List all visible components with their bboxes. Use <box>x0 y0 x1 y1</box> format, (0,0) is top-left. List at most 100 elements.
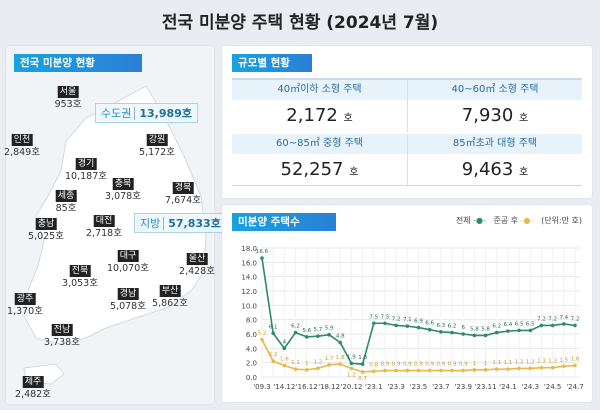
x-tick-label: '18.12 <box>318 383 340 391</box>
data-label: 6.2 <box>492 324 501 330</box>
data-label: 0.9 <box>414 362 423 368</box>
y-tick-label: 14.0 <box>241 274 257 282</box>
size-label: 85㎡초과 대형 주택 <box>407 134 582 154</box>
y-tick-label: 18.0 <box>241 245 257 253</box>
data-label: 1.3 <box>537 359 546 365</box>
unit: 호 <box>343 113 353 124</box>
x-tick-label: '23.7 <box>432 383 450 391</box>
data-label: 1.2 <box>515 359 524 365</box>
line-chart: 0.0 2.0 4.0 6.0 8.0 10.0 12.0 14.0 16.0 18.0 '09.3… <box>241 245 583 391</box>
region-value: 3,738호 <box>44 337 80 348</box>
capital-value: 13,989호 <box>134 107 192 120</box>
data-label: 4.8 <box>336 334 345 340</box>
data-point <box>338 362 343 366</box>
x-tick-label: '23.9 <box>454 383 472 391</box>
data-label: 7.2 <box>392 316 401 322</box>
data-point <box>394 323 398 328</box>
page-title: 전국 미분양 주택 현황 (2024년 7월) <box>161 13 439 33</box>
data-label: 2.2 <box>269 352 278 358</box>
region-name: 전남 <box>51 324 73 336</box>
y-tick-label: 16.0 <box>241 259 257 267</box>
data-label: 6.4 <box>504 322 513 328</box>
data-label: 6.3 <box>436 323 445 329</box>
data-label: 0.8 <box>369 362 378 368</box>
provinces-value: 57,833호 <box>163 217 221 230</box>
size-value: 9,463 호 <box>407 154 582 186</box>
x-tick-label: '09.3 <box>253 383 271 391</box>
region-value: 85호 <box>55 203 77 214</box>
data-point <box>562 364 566 369</box>
data-point <box>562 322 566 326</box>
chart-panel: 미분양 주택수 전체 -●- 준공 후 -●- (단위:만 호) 0.0 2.0 4… <box>222 205 592 402</box>
data-point <box>483 333 488 338</box>
data-label: 0.9 <box>425 362 434 368</box>
data-point <box>461 332 466 336</box>
data-point <box>271 359 275 364</box>
data-point <box>282 363 287 368</box>
data-point <box>405 324 410 328</box>
data-label: 1 <box>484 361 488 367</box>
size-label: 60~85㎡ 중형 주택 <box>232 134 407 154</box>
x-tick-label: '16.12 <box>296 383 318 391</box>
data-label: 7.2 <box>571 316 580 322</box>
data-point <box>461 368 466 373</box>
size-grid: 40㎡이하 소형 주택 40~60㎡ 소형 주택 2,172 호 7,930 호… <box>232 78 582 186</box>
legend-completed-marker: -●- <box>520 216 534 225</box>
data-label: 6.1 <box>269 324 278 330</box>
region-value: 5,078호 <box>110 301 146 312</box>
data-point <box>282 346 287 351</box>
region-name: 강원 <box>146 134 168 146</box>
y-tick-label: 2.0 <box>246 360 257 368</box>
region-name: 세종 <box>55 190 77 202</box>
y-tick-label: 12.0 <box>241 288 257 296</box>
data-point <box>394 368 398 373</box>
data-point <box>304 335 309 339</box>
data-label: 7.5 <box>381 314 390 320</box>
data-point <box>360 362 365 366</box>
size-label: 40㎡이하 소형 주택 <box>232 80 407 100</box>
region-value: 3,078호 <box>105 191 141 202</box>
size-label: 40~60㎡ 소형 주택 <box>407 80 582 100</box>
data-label: 1.5 <box>559 357 568 363</box>
data-label: 6.5 <box>515 321 524 327</box>
data-label: 0.9 <box>381 362 390 368</box>
data-label: 0.9 <box>448 362 457 368</box>
data-point <box>427 327 432 332</box>
legend-completed: 준공 후 <box>493 216 519 225</box>
data-point <box>349 361 354 366</box>
data-label: 5.2 <box>258 331 267 337</box>
data-point <box>450 330 454 335</box>
data-point <box>360 370 365 374</box>
region-value: 5,025호 <box>28 231 64 242</box>
data-label: 1.3 <box>548 359 557 365</box>
data-label: 1.2 <box>526 359 535 365</box>
unit-label: (단위:만 호) <box>541 216 582 225</box>
data-label: 5.9 <box>325 326 334 332</box>
data-label: 6.9 <box>414 319 423 325</box>
data-label: 1.2 <box>314 359 323 365</box>
data-label: 4 <box>283 339 287 345</box>
region-name: 충남 <box>35 218 57 230</box>
region-value: 7,674호 <box>165 195 201 206</box>
y-tick-label: 0.0 <box>246 374 257 382</box>
data-label: 7.2 <box>537 316 546 322</box>
data-point <box>439 330 443 334</box>
size-panel: 규모별 현황 40㎡이하 소형 주택 40~60㎡ 소형 주택 2,172 호 … <box>222 46 592 198</box>
region-name: 울산 <box>186 253 208 265</box>
region-name: 전북 <box>69 265 91 277</box>
size-number: 9,463 <box>461 159 514 180</box>
data-point <box>416 368 421 373</box>
region-name: 대구 <box>117 250 139 262</box>
data-label: 1.8 <box>336 355 345 361</box>
data-point <box>371 321 376 326</box>
y-tick-label: 4.0 <box>246 345 257 353</box>
region-value: 1,370호 <box>7 306 43 317</box>
data-label: 7.5 <box>369 314 378 320</box>
data-label: 1.9 <box>347 354 356 360</box>
data-label: 6 <box>461 325 465 331</box>
data-point <box>494 330 499 335</box>
y-tick-label: 6.0 <box>246 331 257 339</box>
data-label: 1 <box>305 361 309 367</box>
region-value: 2,482호 <box>15 389 51 400</box>
data-point <box>316 366 320 371</box>
